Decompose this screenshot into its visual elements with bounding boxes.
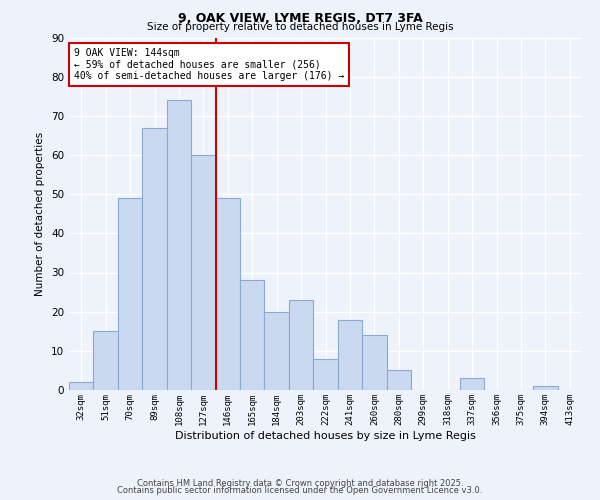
Text: Contains public sector information licensed under the Open Government Licence v3: Contains public sector information licen… (118, 486, 482, 495)
Bar (240, 280, 265, 390)
Bar (386, 370, 411, 390)
Bar (118, 198, 142, 390)
Bar (94, 331, 118, 390)
Bar (313, 358, 338, 390)
Bar (142, 128, 167, 390)
Text: Size of property relative to detached houses in Lyme Regis: Size of property relative to detached ho… (146, 22, 454, 32)
Bar (460, 378, 484, 390)
Bar (265, 312, 289, 390)
Text: 9 OAK VIEW: 144sqm
← 59% of detached houses are smaller (256)
40% of semi-detach: 9 OAK VIEW: 144sqm ← 59% of detached hou… (74, 48, 344, 82)
Bar (338, 320, 362, 390)
Bar (362, 335, 386, 390)
Bar (215, 198, 240, 390)
Bar (533, 386, 557, 390)
Y-axis label: Number of detached properties: Number of detached properties (35, 132, 46, 296)
Bar (69, 382, 94, 390)
Text: Contains HM Land Registry data © Crown copyright and database right 2025.: Contains HM Land Registry data © Crown c… (137, 478, 463, 488)
Text: 9, OAK VIEW, LYME REGIS, DT7 3FA: 9, OAK VIEW, LYME REGIS, DT7 3FA (178, 12, 422, 24)
Bar (167, 100, 191, 390)
X-axis label: Distribution of detached houses by size in Lyme Regis: Distribution of detached houses by size … (175, 430, 476, 440)
Bar (191, 155, 215, 390)
Bar (289, 300, 313, 390)
